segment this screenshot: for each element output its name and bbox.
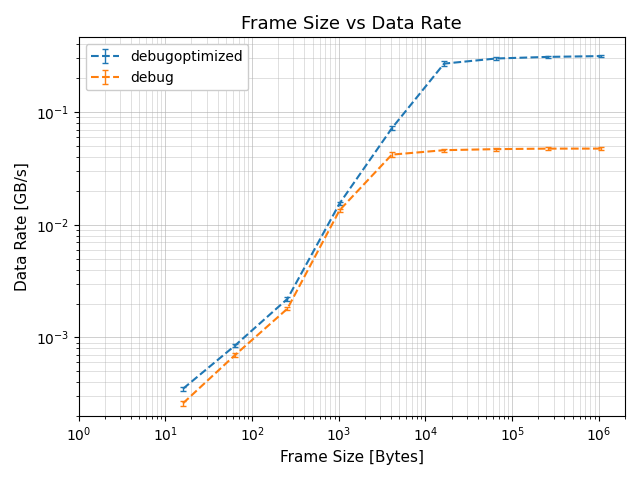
Y-axis label: Data Rate [GB/s]: Data Rate [GB/s] (15, 162, 30, 291)
Title: Frame Size vs Data Rate: Frame Size vs Data Rate (241, 15, 462, 33)
X-axis label: Frame Size [Bytes]: Frame Size [Bytes] (280, 450, 424, 465)
Legend: debugoptimized, debug: debugoptimized, debug (86, 44, 248, 90)
